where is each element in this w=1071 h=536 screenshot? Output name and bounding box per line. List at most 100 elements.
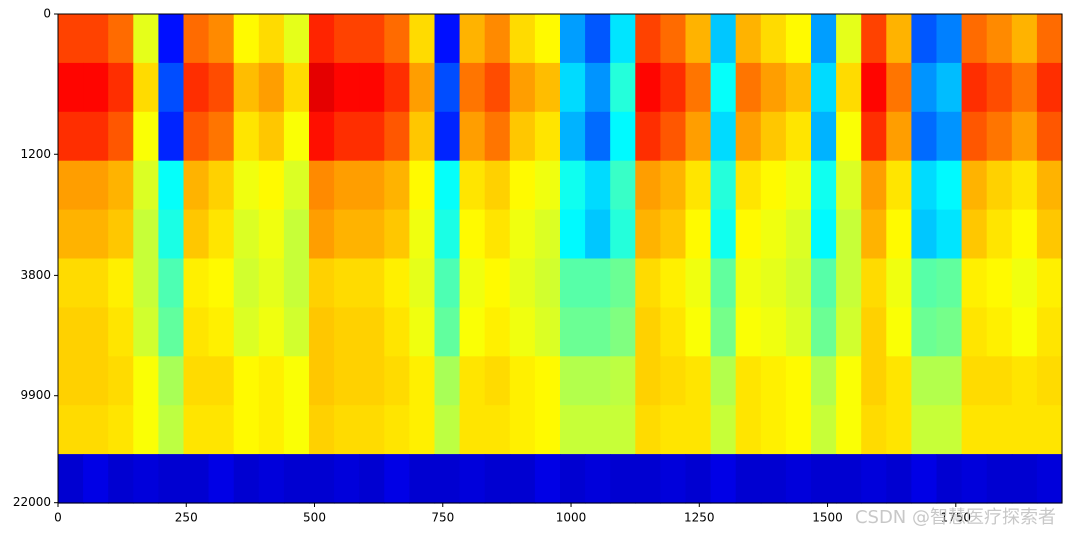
heatmap-cell [710,160,737,211]
heatmap-cell [660,258,687,308]
heatmap-cell [334,14,360,64]
heatmap-cell [484,356,511,406]
heatmap-cell [685,307,712,357]
heatmap-cell [785,356,812,406]
heatmap-cell [560,258,586,308]
heatmap-cell [283,405,310,455]
heatmap-cell [1011,14,1038,64]
heatmap-cell [334,160,360,211]
watermark: CSDN @智慧医疗探索者 [855,507,1056,528]
heatmap-cell [610,356,636,406]
heatmap-cell [760,454,787,504]
heatmap-cell [258,14,285,64]
heatmap-cell [560,307,586,357]
heatmap-cell [760,160,787,211]
heatmap-cell [710,454,737,504]
heatmap-cell [911,258,938,308]
heatmap-cell [861,454,887,504]
heatmap-cell [685,111,712,162]
heatmap-cell [484,160,511,211]
heatmap-cell [886,209,912,260]
heatmap-cell [861,111,887,162]
heatmap-cell [836,258,862,308]
heatmap-cell [710,209,737,260]
heatmap-cell [811,111,837,162]
heatmap-cell [258,62,285,113]
heatmap-cell [309,111,335,162]
heatmap-cell [58,62,84,113]
x-tick-label: 500 [303,511,326,525]
heatmap-cell [1036,454,1063,504]
heatmap-cell [434,258,461,308]
heatmap-cell [685,209,712,260]
heatmap-cell [83,258,109,308]
heatmap-cell [660,160,687,211]
heatmap-cell [660,209,687,260]
heatmap-cell [434,160,461,211]
heatmap-cell [936,307,963,357]
heatmap-cell [409,62,436,113]
heatmap-cell [484,62,511,113]
x-tick-label: 1000 [556,511,587,525]
heatmap-cell [836,111,862,162]
heatmap-cell [710,258,737,308]
heatmap-cell [911,454,938,504]
heatmap-cell [409,405,436,455]
heatmap-cell [1036,111,1063,162]
heatmap-cell [58,14,84,64]
heatmap-cell [1011,160,1038,211]
heatmap-cell [735,111,762,162]
heatmap-cell [1036,14,1063,64]
heatmap-cell [635,454,661,504]
heatmap-cell [886,356,912,406]
heatmap-cell [334,356,360,406]
heatmap-cell [158,209,185,260]
heatmap-cell [1036,405,1063,455]
heatmap-cell [811,307,837,357]
heatmap-cell [861,62,887,113]
heatmap-cell [83,454,109,504]
heatmap-cell [961,62,988,113]
heatmap-cell [785,111,812,162]
heatmap-cell [183,62,210,113]
heatmap-cell [836,62,862,113]
heatmap-cell [108,111,134,162]
heatmap-cell [208,307,235,357]
heatmap-cell [1036,258,1063,308]
heatmap-cell [133,14,159,64]
heatmap-cell [710,307,737,357]
heatmap-cell [233,258,260,308]
x-tick-label: 1750 [941,511,972,525]
heatmap-cell [384,454,410,504]
heatmap-cell [384,405,410,455]
heatmap-cell [560,356,586,406]
x-tick-label: 750 [431,511,454,525]
heatmap-cell [509,111,536,162]
heatmap-cell [635,62,661,113]
heatmap-cell [509,356,536,406]
heatmap-cell [660,307,687,357]
heatmap-cell [58,307,84,357]
heatmap-cell [1036,62,1063,113]
heatmap-cell [58,454,84,504]
heatmap-cell [108,307,134,357]
heatmap-cell [83,405,109,455]
heatmap-cell [133,307,159,357]
heatmap-cell [836,209,862,260]
heatmap-cell [334,454,360,504]
heatmap-cell [660,454,687,504]
heatmap-cell [334,209,360,260]
heatmap-cell [108,160,134,211]
heatmap-cell [560,405,586,455]
heatmap-cell [309,160,335,211]
heatmap-cell [936,209,963,260]
heatmap-cell [258,111,285,162]
heatmap-cell [986,356,1013,406]
heatmap-cell [811,209,837,260]
heatmap-cell [384,209,410,260]
heatmap-cell [133,62,159,113]
heatmap-cell [735,356,762,406]
heatmap-cell [986,14,1013,64]
heatmap-cell [258,454,285,504]
heatmap-cell [108,258,134,308]
